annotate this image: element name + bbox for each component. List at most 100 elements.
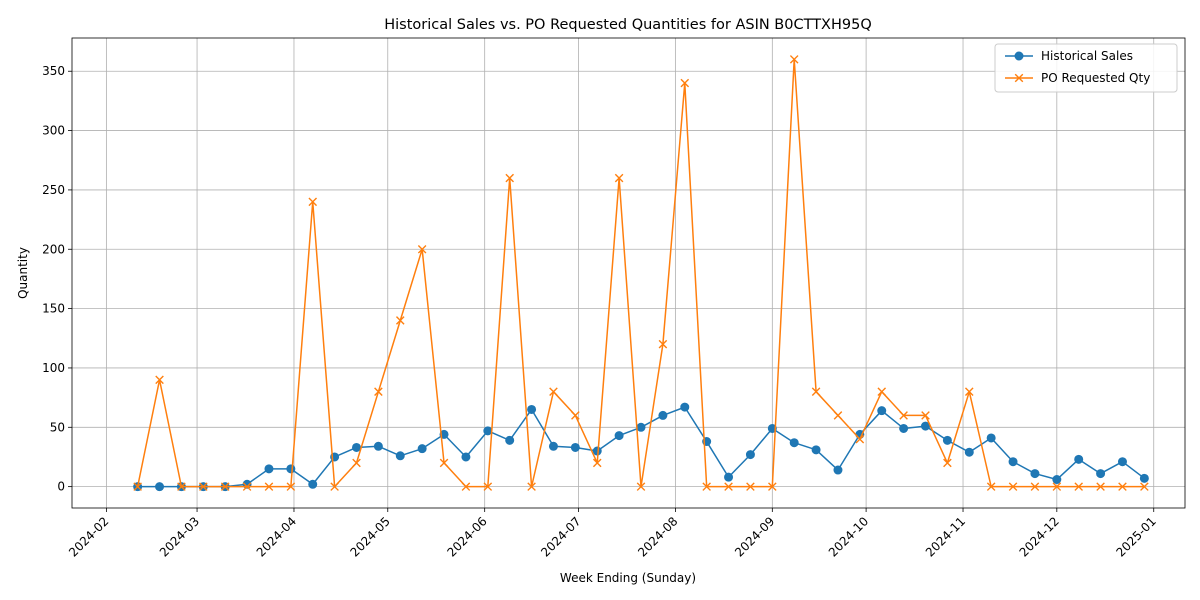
data-point	[308, 197, 318, 207]
data-point-stroke	[746, 482, 755, 491]
data-point-stroke	[177, 482, 186, 491]
data-point	[155, 375, 164, 385]
data-point	[483, 482, 493, 491]
legend-label: PO Requested Qty	[1041, 71, 1150, 85]
data-point	[1008, 457, 1018, 467]
data-point	[439, 458, 449, 468]
data-point	[373, 441, 383, 451]
data-point	[767, 423, 777, 433]
data-point	[986, 433, 996, 443]
data-point	[1074, 482, 1083, 491]
data-point	[548, 441, 558, 451]
data-point	[286, 464, 296, 474]
data-point-stroke	[964, 387, 974, 396]
data-point	[724, 472, 734, 482]
data-point-stroke	[833, 411, 843, 420]
data-point-stroke	[242, 482, 252, 491]
y-tick-label: 200	[42, 242, 65, 256]
data-point-stroke	[199, 482, 208, 491]
data-point	[286, 482, 296, 491]
data-point	[155, 482, 165, 492]
data-point-stroke	[527, 482, 536, 491]
data-point	[264, 482, 274, 491]
data-point-stroke	[855, 434, 865, 444]
data-point	[505, 173, 514, 183]
data-point	[461, 452, 471, 462]
data-point-stroke	[1074, 482, 1083, 491]
data-point	[483, 426, 493, 436]
data-point	[395, 316, 405, 325]
data-point-stroke	[483, 482, 493, 491]
data-point	[745, 450, 755, 460]
y-tick-label: 100	[42, 361, 65, 375]
data-point	[1096, 482, 1105, 491]
data-point-stroke	[571, 411, 580, 420]
data-point-stroke	[1052, 482, 1062, 491]
legend-label: Historical Sales	[1041, 49, 1133, 63]
data-point	[1030, 469, 1040, 479]
data-point	[833, 411, 843, 420]
data-point-stroke	[724, 482, 733, 491]
y-axis-title: Quantity	[16, 247, 30, 299]
data-point-stroke	[220, 482, 230, 491]
data-point	[658, 410, 668, 420]
data-point	[789, 55, 799, 64]
plot-frame	[71, 37, 1186, 509]
data-point	[199, 482, 208, 491]
data-point	[1052, 475, 1062, 485]
data-point	[352, 442, 362, 452]
data-point-stroke	[768, 482, 777, 491]
data-point-stroke	[636, 482, 646, 491]
data-point	[964, 387, 974, 396]
y-tick-label: 0	[57, 480, 65, 494]
data-point	[505, 435, 515, 445]
data-point-stroke	[549, 387, 558, 396]
data-point	[1117, 457, 1127, 467]
data-point-stroke	[1118, 482, 1127, 491]
data-point	[570, 442, 580, 452]
data-point	[220, 482, 230, 491]
data-point	[789, 438, 799, 448]
data-point-stroke	[1140, 482, 1149, 491]
data-point	[417, 244, 427, 254]
data-point-stroke	[286, 482, 296, 491]
data-point-stroke	[1008, 482, 1018, 491]
data-point	[899, 423, 909, 433]
data-point	[877, 387, 887, 396]
data-point	[942, 435, 952, 445]
data-point	[811, 387, 821, 396]
data-point-stroke	[264, 482, 274, 491]
data-point	[855, 434, 865, 444]
data-point	[417, 444, 427, 454]
data-point	[374, 387, 383, 396]
data-point-stroke	[614, 173, 624, 183]
data-point-stroke	[811, 387, 821, 396]
data-point	[549, 387, 558, 396]
data-point	[527, 482, 536, 491]
data-point	[811, 445, 821, 455]
data-point	[1052, 482, 1062, 491]
data-point	[833, 465, 843, 475]
data-point	[592, 458, 602, 468]
legend-box	[994, 43, 1178, 93]
data-point	[571, 411, 580, 420]
data-point	[330, 482, 339, 491]
data-point	[877, 406, 887, 416]
data-point-stroke	[155, 375, 164, 385]
data-point	[899, 411, 908, 420]
data-point	[614, 431, 624, 441]
legend-item: PO Requested Qty	[1005, 71, 1150, 85]
data-point-stroke	[680, 78, 690, 88]
data-point-stroke	[899, 411, 908, 420]
data-point-stroke	[702, 482, 711, 491]
data-point	[1139, 473, 1149, 483]
data-point-stroke	[658, 339, 668, 349]
data-point	[461, 482, 471, 491]
data-point-stroke	[1096, 482, 1105, 491]
data-point	[746, 482, 755, 491]
data-point-stroke	[133, 482, 142, 491]
data-point-stroke	[877, 387, 887, 396]
data-point	[395, 451, 405, 461]
data-point	[1118, 482, 1127, 491]
data-point	[264, 464, 274, 474]
